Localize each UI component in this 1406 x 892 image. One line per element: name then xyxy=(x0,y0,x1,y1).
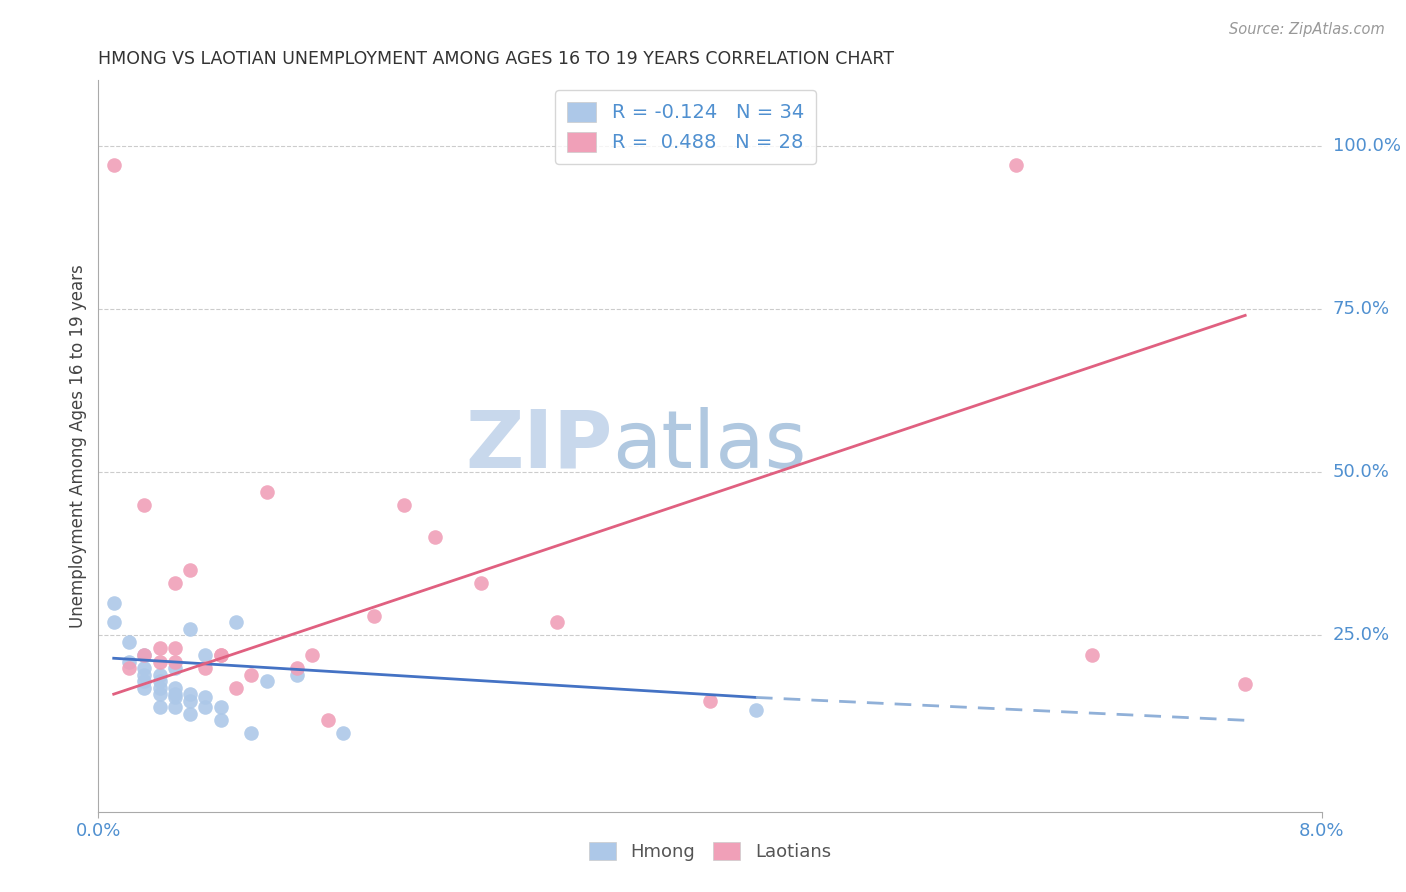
Point xyxy=(316,714,339,728)
Point xyxy=(149,674,172,689)
Point xyxy=(240,726,263,740)
Point xyxy=(546,615,568,630)
Point xyxy=(194,661,217,675)
Text: 50.0%: 50.0% xyxy=(1333,463,1389,481)
Point xyxy=(1004,158,1026,172)
Point xyxy=(134,648,156,662)
Text: 75.0%: 75.0% xyxy=(1333,300,1391,318)
Point xyxy=(163,576,186,591)
Point xyxy=(392,498,416,512)
Point xyxy=(225,681,247,695)
Point xyxy=(179,622,201,636)
Point xyxy=(194,700,217,714)
Point xyxy=(423,530,446,544)
Legend: Hmong, Laotians: Hmong, Laotians xyxy=(582,835,838,869)
Point xyxy=(1081,648,1104,662)
Y-axis label: Unemployment Among Ages 16 to 19 years: Unemployment Among Ages 16 to 19 years xyxy=(69,264,87,628)
Point xyxy=(225,615,247,630)
Text: atlas: atlas xyxy=(612,407,807,485)
Text: 100.0%: 100.0% xyxy=(1333,136,1400,154)
Point xyxy=(134,667,156,681)
Point xyxy=(285,667,308,681)
Point xyxy=(163,700,186,714)
Point xyxy=(134,648,156,662)
Point xyxy=(1234,677,1257,691)
Point xyxy=(179,563,201,577)
Point xyxy=(470,576,492,591)
Point xyxy=(163,655,186,669)
Point xyxy=(134,674,156,689)
Point xyxy=(149,641,172,656)
Text: ZIP: ZIP xyxy=(465,407,612,485)
Point xyxy=(163,661,186,675)
Text: 25.0%: 25.0% xyxy=(1333,626,1391,644)
Point xyxy=(163,641,186,656)
Point xyxy=(179,694,201,708)
Point xyxy=(363,608,385,623)
Text: Source: ZipAtlas.com: Source: ZipAtlas.com xyxy=(1229,22,1385,37)
Point xyxy=(134,681,156,695)
Point xyxy=(149,687,172,701)
Point xyxy=(149,700,172,714)
Point xyxy=(745,704,768,718)
Point xyxy=(256,674,278,689)
Point xyxy=(301,648,323,662)
Point xyxy=(103,158,125,172)
Point xyxy=(209,714,232,728)
Text: HMONG VS LAOTIAN UNEMPLOYMENT AMONG AGES 16 TO 19 YEARS CORRELATION CHART: HMONG VS LAOTIAN UNEMPLOYMENT AMONG AGES… xyxy=(98,50,894,68)
Point xyxy=(118,655,141,669)
Point xyxy=(149,655,172,669)
Point xyxy=(134,661,156,675)
Point xyxy=(103,596,125,610)
Point xyxy=(179,687,201,701)
Point xyxy=(134,498,156,512)
Point xyxy=(194,648,217,662)
Point xyxy=(163,681,186,695)
Point xyxy=(118,661,141,675)
Point xyxy=(240,667,263,681)
Point xyxy=(118,635,141,649)
Point xyxy=(256,484,278,499)
Point xyxy=(179,706,201,721)
Point xyxy=(194,690,217,705)
Point xyxy=(149,681,172,695)
Point xyxy=(285,661,308,675)
Point xyxy=(209,648,232,662)
Point xyxy=(699,694,721,708)
Point xyxy=(103,615,125,630)
Point xyxy=(163,690,186,705)
Point xyxy=(332,726,354,740)
Point xyxy=(209,648,232,662)
Point xyxy=(209,700,232,714)
Point xyxy=(163,687,186,701)
Point xyxy=(149,667,172,681)
